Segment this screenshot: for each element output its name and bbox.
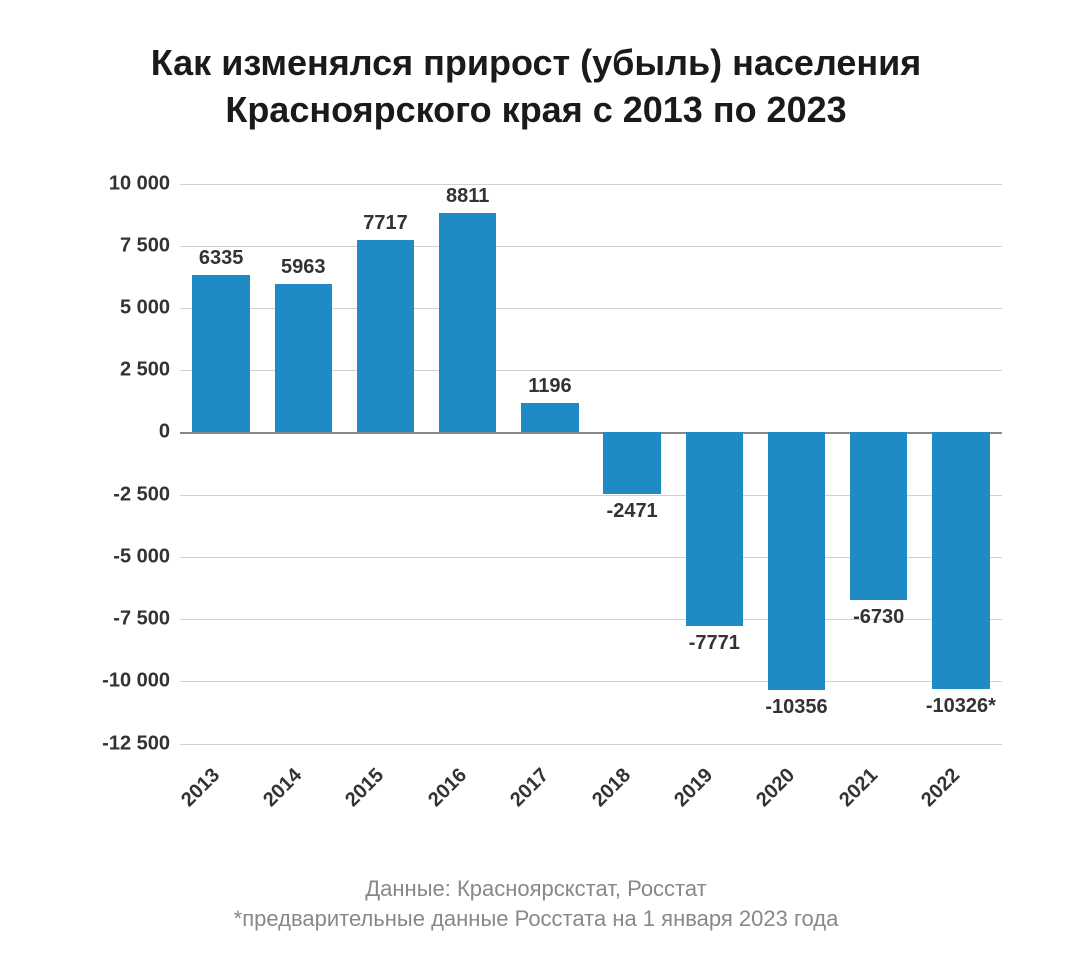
x-tick-label: 2019: [657, 750, 758, 851]
bar-value-label: 8811: [446, 185, 489, 208]
bar-value-label: 5963: [281, 256, 326, 279]
x-tick-label: 2021: [821, 750, 922, 851]
chart-container: 6335 5963 7717 8811 1196 -2471 -7771 -10356 -673…: [50, 184, 1022, 834]
x-tick-label: 2017: [493, 750, 594, 851]
bar-value-label: -7771: [689, 632, 740, 655]
bar-slot: -10356: [755, 184, 837, 744]
plot-area: 6335 5963 7717 8811 1196 -2471 -7771 -10356 -673…: [180, 184, 1002, 744]
y-tick-label: 5 000: [60, 297, 170, 320]
bar-slot: 1196: [509, 184, 591, 744]
bar-value-label: 1196: [528, 375, 571, 398]
x-tick-label: 2018: [575, 750, 676, 851]
bar-slot: -10326*: [920, 184, 1002, 744]
bar-slot: 5963: [262, 184, 344, 744]
bar: [357, 240, 415, 432]
y-tick-label: 10 000: [60, 172, 170, 195]
x-tick-label: 2022: [904, 750, 1005, 851]
y-tick-label: 0: [60, 421, 170, 444]
bars: 6335 5963 7717 8811 1196 -2471 -7771 -10356 -673…: [180, 184, 1002, 744]
y-tick-label: -10 000: [60, 670, 170, 693]
bar: [603, 432, 661, 494]
gridline: [180, 744, 1002, 745]
bar: [932, 432, 990, 689]
footnote-line-2: *предварительные данные Росстата на 1 ян…: [50, 904, 1022, 935]
bar: [850, 432, 908, 600]
x-tick-label: 2016: [410, 750, 511, 851]
bar-slot: -6730: [838, 184, 920, 744]
bar-slot: 6335: [180, 184, 262, 744]
bar: [192, 275, 250, 433]
bar-slot: 8811: [427, 184, 509, 744]
bar-slot: -2471: [591, 184, 673, 744]
bar-value-label: 7717: [363, 212, 408, 235]
y-tick-label: -5 000: [60, 545, 170, 568]
x-tick-label: 2013: [164, 750, 265, 851]
y-tick-label: -2 500: [60, 483, 170, 506]
y-tick-label: 7 500: [60, 234, 170, 257]
x-tick-label: 2020: [739, 750, 840, 851]
y-tick-label: 2 500: [60, 359, 170, 382]
chart-footnote: Данные: Красноярскстат, Росстат *предвар…: [50, 874, 1022, 936]
bar-slot: -7771: [673, 184, 755, 744]
footnote-line-1: Данные: Красноярскстат, Росстат: [50, 874, 1022, 905]
bar: [686, 432, 744, 625]
bar-value-label: -10326*: [926, 695, 996, 718]
x-tick-label: 2015: [328, 750, 429, 851]
bar-value-label: 6335: [199, 247, 244, 270]
x-tick-label: 2014: [246, 750, 347, 851]
bar-value-label: -10356: [765, 696, 827, 719]
bar: [275, 284, 333, 432]
chart-title: Как изменялся прирост (убыль) населения …: [50, 40, 1022, 134]
bar-slot: 7717: [344, 184, 426, 744]
y-tick-label: -12 500: [60, 732, 170, 755]
y-tick-label: -7 500: [60, 608, 170, 631]
x-axis-labels: 2013201420152016201720182019202020212022: [180, 764, 1002, 824]
bar-value-label: -6730: [853, 606, 904, 629]
bar-value-label: -2471: [607, 500, 658, 523]
bar: [439, 213, 497, 432]
bar: [521, 403, 579, 433]
bar: [768, 432, 826, 690]
